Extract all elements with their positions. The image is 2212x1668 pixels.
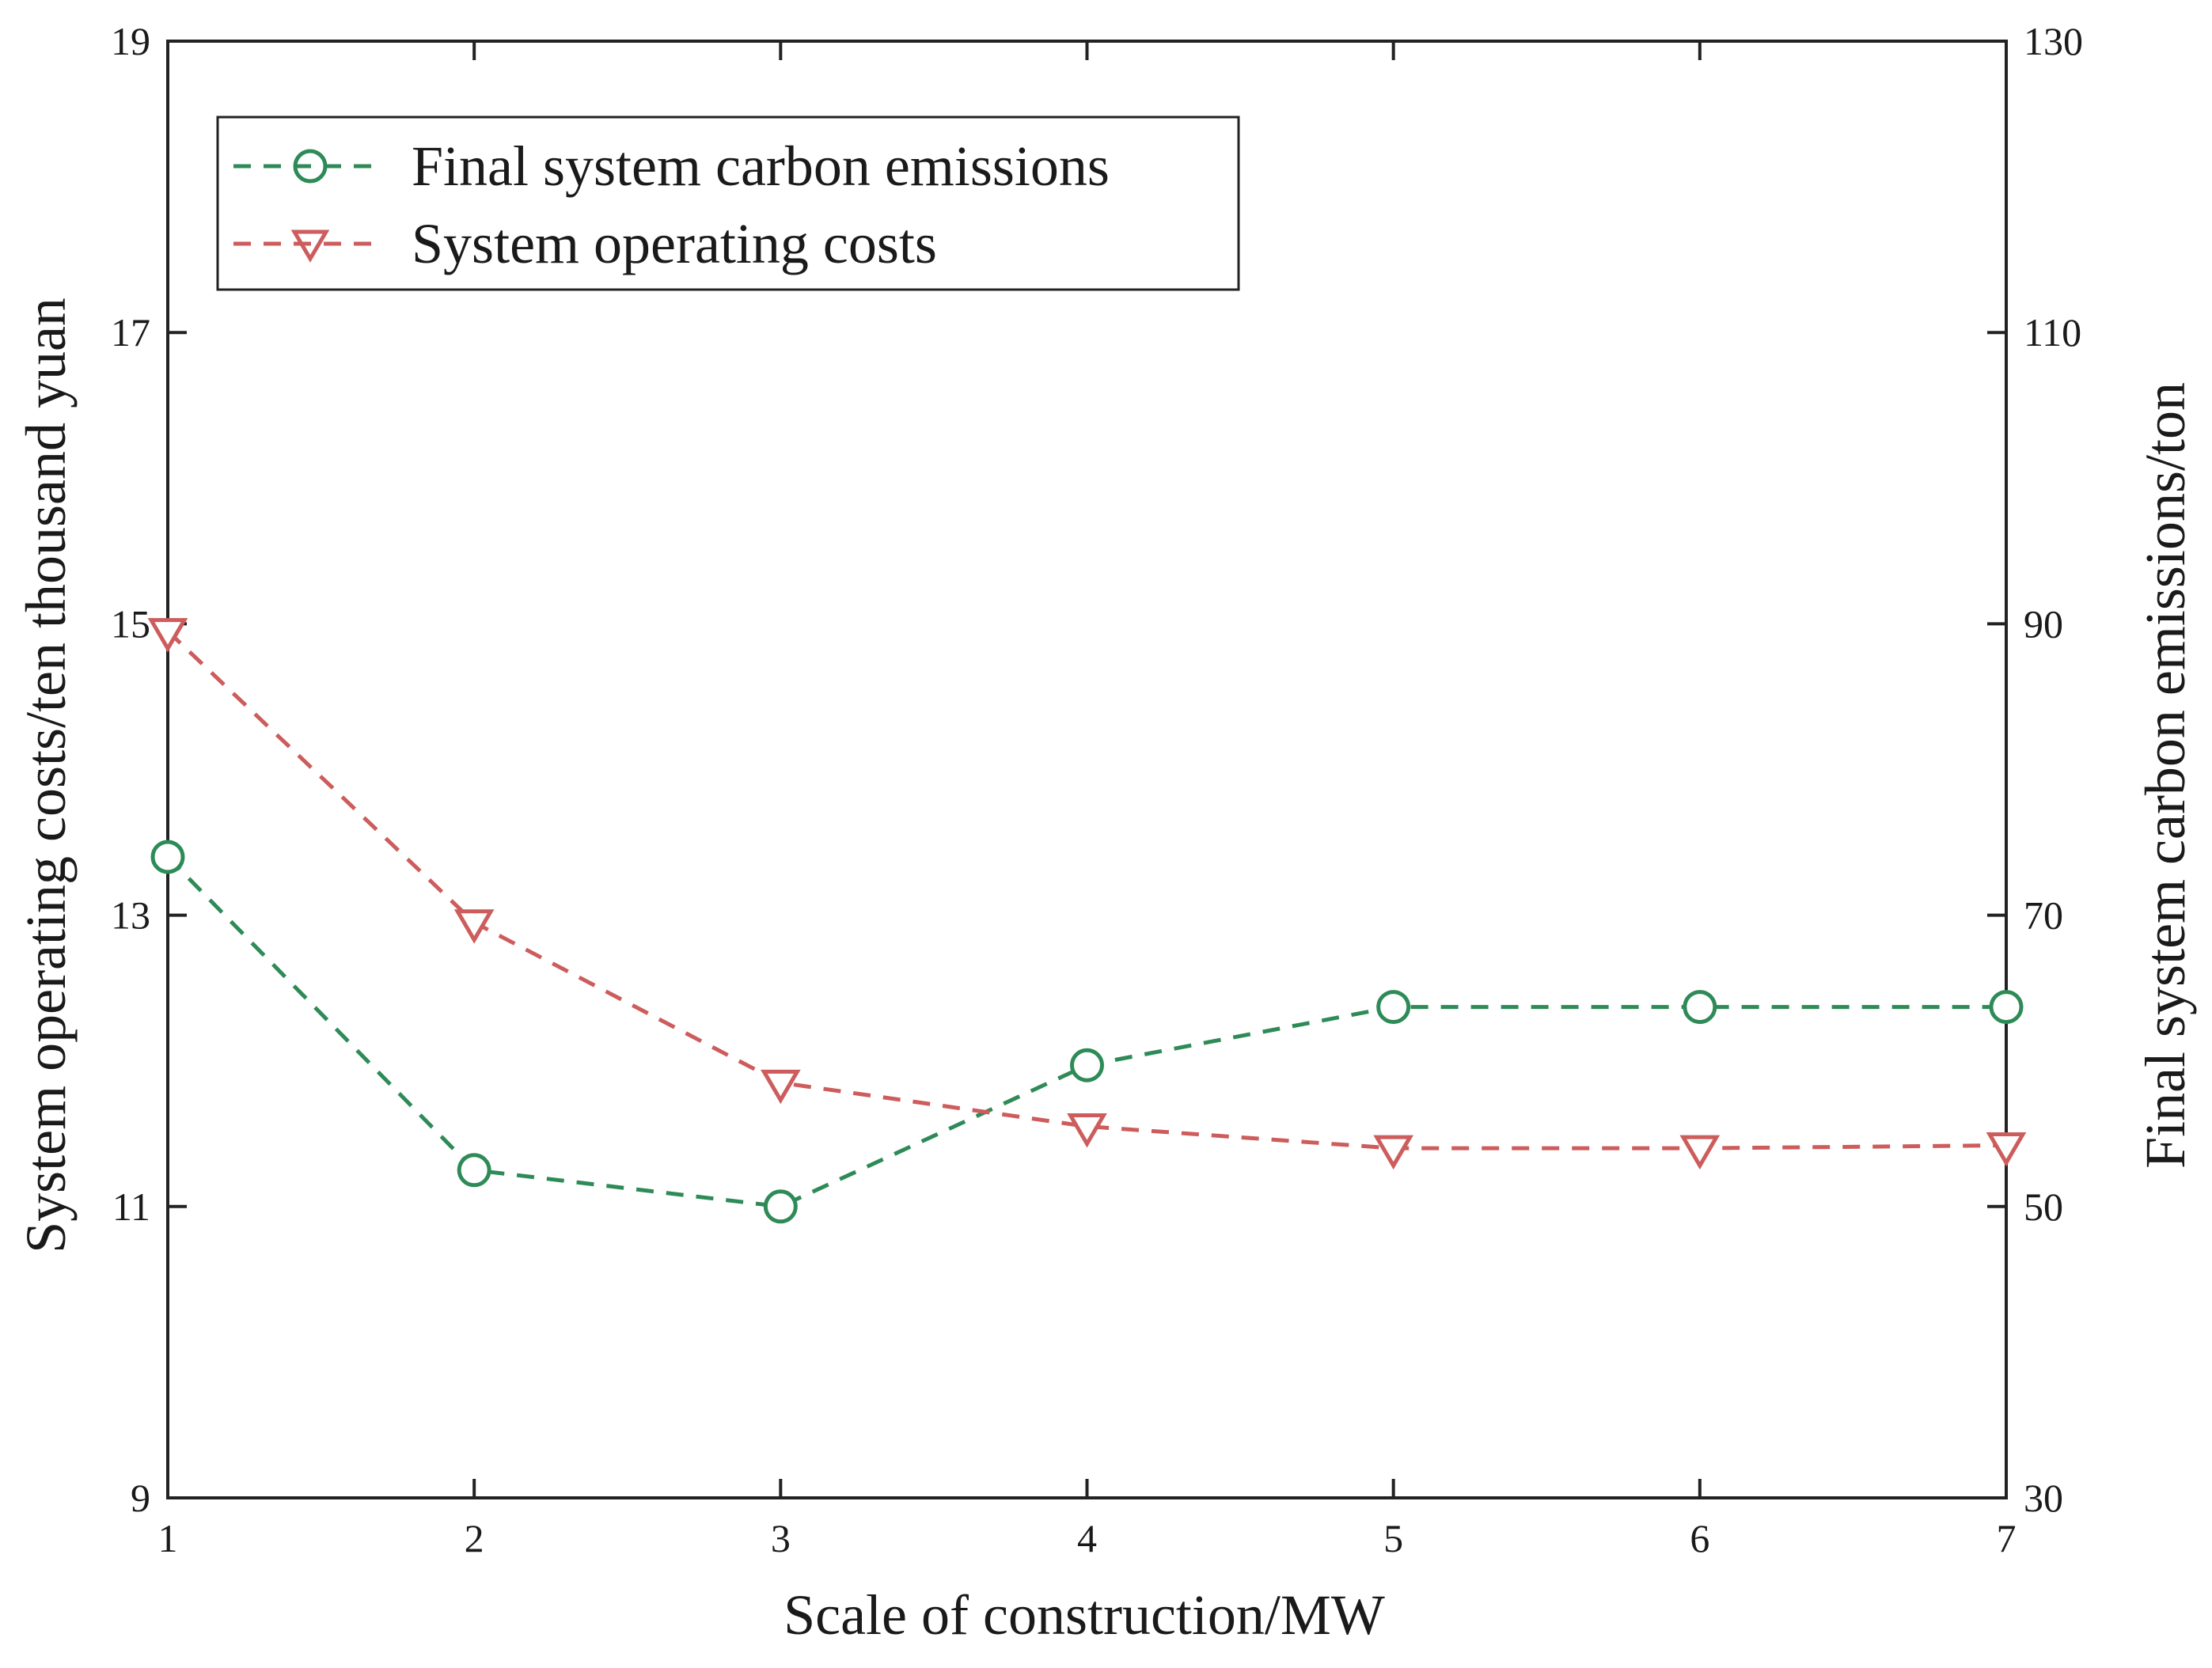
data-point-triangle	[453, 909, 495, 944]
y-left-tick-label: 15	[111, 601, 150, 646]
legend-item-carbon-emissions: Final system carbon emissions	[233, 135, 1110, 198]
y-left-tick-label: 17	[111, 310, 150, 354]
series-operating-costs	[147, 618, 2027, 1170]
y-left-tick-label: 19	[111, 19, 150, 63]
y-right-tick-label: 50	[2024, 1185, 2063, 1229]
data-point-triangle	[1679, 1135, 1721, 1170]
plot-ticks: 1 2 3 4 5 6 7 9 11 13 15 17 19 30 50 70 90 110 130	[111, 19, 2083, 1560]
x-tick-label: 6	[1690, 1516, 1709, 1560]
data-point-triangle	[1986, 1132, 2027, 1167]
legend-triangle-marker-icon	[290, 229, 330, 263]
x-tick-label: 1	[158, 1516, 178, 1560]
y-left-tick-label: 9	[131, 1476, 150, 1520]
data-point-circle	[1989, 990, 2024, 1025]
data-point-triangle	[147, 618, 188, 653]
data-point-triangle	[1373, 1135, 1414, 1170]
x-tick-label: 4	[1077, 1516, 1097, 1560]
legend: Final system carbon emissions System ope…	[216, 116, 1240, 291]
data-point-circle	[457, 1153, 491, 1188]
legend-label-carbon-emissions: Final system carbon emissions	[412, 135, 1110, 198]
x-tick-label: 7	[1997, 1516, 2017, 1560]
x-tick-label: 5	[1383, 1516, 1403, 1560]
y-right-tick-label: 90	[2024, 601, 2063, 646]
data-point-triangle	[1067, 1113, 1107, 1148]
legend-item-operating-costs: System operating costs	[233, 212, 937, 275]
y-axis-title-left: System operating costs/ten thousand yuan	[14, 298, 78, 1253]
legend-box	[216, 116, 1240, 291]
series-carbon-emissions	[150, 840, 2024, 1224]
y-right-tick-label: 70	[2024, 893, 2063, 938]
data-point-triangle	[760, 1069, 801, 1105]
data-point-circle	[1070, 1048, 1104, 1082]
y-left-tick-label: 13	[111, 893, 150, 938]
data-point-circle	[1683, 990, 1717, 1025]
y-left-tick-label: 11	[112, 1185, 150, 1229]
y-right-tick-label: 110	[2024, 310, 2081, 354]
x-tick-label: 2	[465, 1516, 484, 1560]
x-axis-title: Scale of construction/MW	[783, 1583, 1385, 1647]
x-tick-label: 3	[771, 1516, 791, 1560]
y-right-tick-label: 30	[2024, 1476, 2063, 1520]
data-point-circle	[763, 1189, 798, 1224]
data-point-circle	[150, 840, 185, 874]
y-right-tick-label: 130	[2024, 19, 2083, 63]
y-axis-title-right: Final system carbon emissions/ton	[2134, 382, 2197, 1169]
legend-label-operating-costs: System operating costs	[412, 212, 937, 275]
legend-circle-marker-icon	[293, 149, 328, 184]
data-point-circle	[1376, 990, 1411, 1025]
plot-series	[147, 618, 2027, 1224]
